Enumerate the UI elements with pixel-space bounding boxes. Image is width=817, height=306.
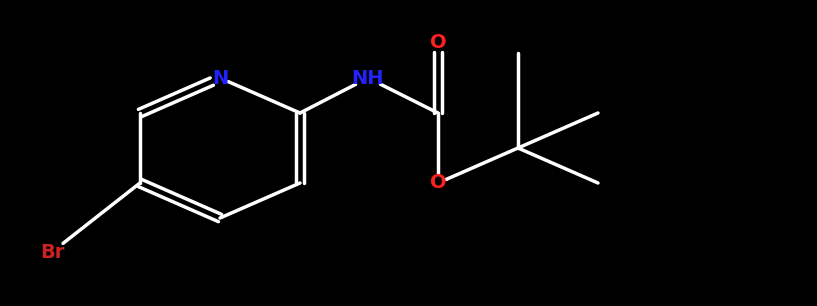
Text: O: O xyxy=(430,174,446,192)
Text: NH: NH xyxy=(352,69,384,88)
Text: N: N xyxy=(212,69,228,88)
Text: O: O xyxy=(430,33,446,53)
Text: Br: Br xyxy=(40,242,65,262)
